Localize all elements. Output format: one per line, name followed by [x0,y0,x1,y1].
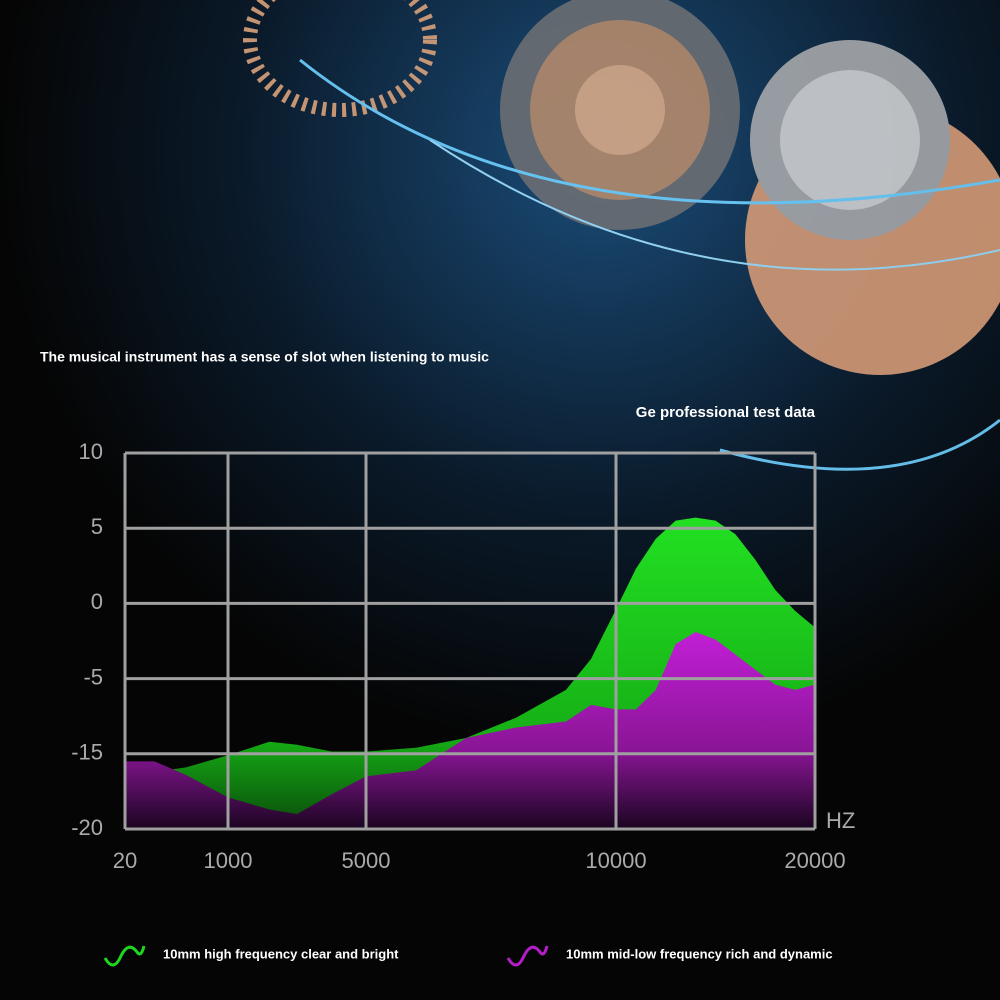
chart-title: The musical instrument has a sense of sl… [40,349,489,365]
x-tick-label: 20 [113,848,137,873]
x-tick-label: 1000 [204,848,253,873]
legend-icon [506,945,549,967]
y-tick-label: 10 [79,439,103,464]
area [125,631,815,829]
y-tick-label: 0 [91,589,103,614]
x-tick-label: 10000 [585,848,646,873]
legend-label: 10mm mid-low frequency rich and dynamic [566,946,833,961]
x-tick-label: 5000 [342,848,391,873]
decor [243,0,1000,471]
legend-label: 10mm high frequency clear and bright [163,946,399,961]
chart-subtitle: Ge professional test data [636,404,816,421]
plot-area [125,517,815,829]
legend-icon [103,945,146,967]
x-tick-label: 20000 [784,848,845,873]
x-axis-label: HZ [826,808,855,833]
y-tick-label: -5 [83,664,103,689]
y-tick-label: -15 [71,740,103,765]
y-tick-label: -20 [71,815,103,840]
y-tick-label: 5 [91,514,103,539]
